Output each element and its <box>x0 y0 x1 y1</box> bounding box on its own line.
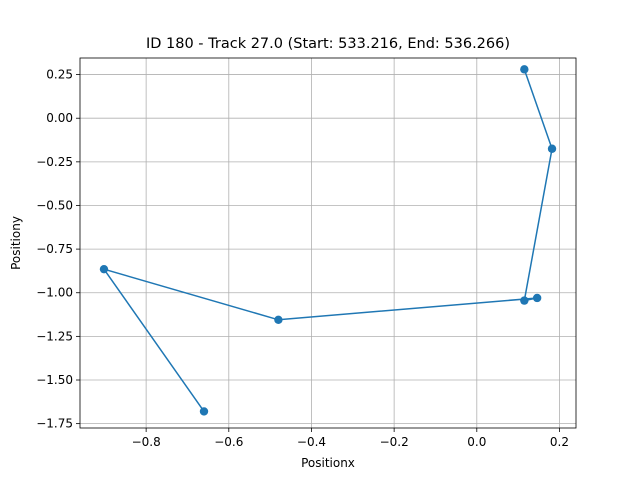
data-point <box>547 144 557 153</box>
data-point <box>520 296 529 305</box>
x-tick-label: −0.2 <box>380 435 409 449</box>
plot-frame <box>79 57 577 429</box>
axis-ticks: −0.8 −0.6 −0.4 −0.2 0.0 0.2 0.25 0.00 −0.25 −0.50… <box>36 68 569 449</box>
chart-title: ID 180 - Track 27.0 (Start: 533.216, End… <box>146 36 510 52</box>
y-tick-label: −1.25 <box>36 329 73 343</box>
data-point <box>99 264 109 274</box>
x-tick-label: −0.8 <box>132 435 161 449</box>
y-tick-label: −1.50 <box>36 373 73 387</box>
y-tick-label: −0.75 <box>36 242 73 256</box>
y-tick-label: −0.50 <box>36 198 73 212</box>
series-line <box>102 69 553 412</box>
y-axis-label: Positiony <box>9 216 23 270</box>
y-tick-label: 0.25 <box>46 68 73 82</box>
data-point <box>274 315 283 324</box>
data-point <box>532 293 542 303</box>
grid <box>80 58 576 428</box>
y-tick-label: −0.25 <box>36 155 73 169</box>
y-tick-label: −1.00 <box>36 286 73 300</box>
data-point <box>520 65 529 74</box>
x-tick-label: 0.2 <box>550 435 569 449</box>
series-layer <box>99 65 557 416</box>
x-tick-label: −0.6 <box>214 435 243 449</box>
data-point <box>199 407 209 416</box>
x-tick-label: 0.0 <box>467 435 486 449</box>
x-tick-label: −0.4 <box>297 435 326 449</box>
y-tick-label: 0.00 <box>46 111 73 125</box>
x-axis-label: Positionx <box>301 456 355 470</box>
y-tick-label: −1.75 <box>36 417 73 431</box>
